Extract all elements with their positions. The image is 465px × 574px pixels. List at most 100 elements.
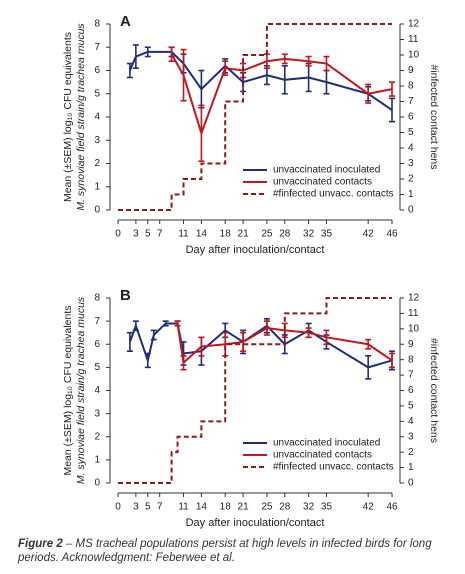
x-tick-label: 5	[145, 502, 151, 513]
x-tick-label: 25	[261, 229, 273, 240]
x-tick-label: 0	[115, 229, 121, 240]
y2-tick-label: 2	[408, 174, 414, 185]
error-bar	[198, 69, 205, 109]
y-axis-label: M. synoviae field strain/g trachea mucus	[75, 23, 87, 211]
x-tick-label: 18	[220, 229, 232, 240]
y-tick-label: 4	[94, 385, 100, 396]
y2-axis-label: #infected contact hens	[428, 338, 440, 443]
error-bar	[150, 329, 157, 341]
y2-tick-label: 7	[408, 96, 414, 107]
error-bar	[305, 55, 312, 67]
caption: Figure 2 – MS tracheal populations persi…	[18, 537, 458, 565]
error-bar	[365, 338, 372, 350]
y2-tick-label: 12	[408, 19, 420, 30]
y2-tick-label: 5	[408, 127, 414, 138]
caption-text: – MS tracheal populations persist at hig…	[18, 538, 432, 564]
y-tick-label: 0	[94, 205, 100, 216]
error-bar	[198, 104, 205, 162]
x-axis-label: Day after inoculation/contact	[186, 517, 325, 529]
error-bar	[144, 352, 151, 369]
error-bar	[365, 83, 372, 104]
y2-tick-label: 3	[408, 158, 414, 169]
x-tick-label: 11	[178, 229, 189, 240]
x-tick-label: 3	[133, 502, 139, 513]
error-bar	[305, 327, 312, 339]
y2-tick-label: 11	[408, 34, 419, 45]
error-bar	[126, 62, 133, 79]
y2-tick-label: 12	[408, 293, 420, 304]
y2-tick-label: 4	[408, 143, 414, 154]
y-axis-label: M. synoviae field strain/g trachea mucus	[75, 296, 87, 484]
y-tick-label: 6	[94, 339, 100, 350]
y-axis-label: Mean (±SEM) log₁₀ CFU equivalents	[62, 32, 74, 202]
x-tick-label: 18	[220, 502, 232, 513]
x-tick-label: 32	[303, 229, 315, 240]
y-tick-label: 8	[94, 293, 100, 304]
legend-label: #finfected unvacc. contacts	[273, 189, 394, 200]
legend-label: unvaccinated contacts	[273, 450, 372, 461]
x-tick-label: 21	[238, 229, 250, 240]
x-tick-label: 35	[321, 229, 333, 240]
error-bar	[389, 352, 395, 369]
error-bar	[198, 336, 205, 357]
y2-tick-label: 8	[408, 354, 414, 365]
error-bar	[180, 355, 187, 371]
x-axis-label: Day after inoculation/contact	[186, 244, 325, 256]
y-tick-label: 1	[94, 181, 100, 192]
error-bar	[168, 46, 175, 63]
error-bar	[174, 320, 181, 327]
x-tick-label: 42	[363, 502, 375, 513]
x-tick-label: 5	[145, 229, 151, 240]
x-tick-label: 21	[238, 502, 250, 513]
error-bar	[132, 320, 139, 332]
x-tick-label: 46	[386, 229, 398, 240]
y2-tick-label: 0	[408, 478, 414, 489]
y-tick-label: 0	[94, 478, 100, 489]
series-line	[118, 297, 392, 484]
error-bar	[240, 331, 247, 352]
y-tick-label: 2	[94, 158, 100, 169]
y-tick-label: 5	[94, 362, 100, 373]
panel-title: A	[120, 13, 131, 30]
legend-label: unvaccinated contacts	[273, 177, 372, 188]
caption-label: Figure 2	[18, 538, 63, 550]
y2-tick-label: 1	[408, 189, 414, 200]
x-tick-label: 28	[279, 502, 291, 513]
error-bar	[180, 48, 187, 102]
error-bar	[222, 60, 229, 76]
y2-tick-label: 3	[408, 431, 414, 442]
error-bar	[281, 65, 288, 95]
y2-tick-label: 6	[408, 385, 414, 396]
y2-tick-label: 8	[408, 81, 414, 92]
y2-tick-label: 4	[408, 416, 414, 427]
y2-tick-label: 5	[408, 401, 414, 412]
legend-label: unvaccinated inoculated	[273, 438, 380, 449]
y-tick-label: 6	[94, 65, 100, 76]
x-tick-label: 7	[157, 229, 163, 240]
x-tick-label: 28	[279, 229, 291, 240]
x-tick-label: 46	[386, 502, 398, 513]
y-tick-label: 2	[94, 431, 100, 442]
x-tick-label: 11	[178, 502, 189, 513]
error-bar	[126, 331, 133, 352]
y-tick-label: 7	[94, 316, 100, 327]
x-tick-label: 14	[196, 502, 208, 513]
y2-tick-label: 2	[408, 447, 414, 458]
error-bar	[144, 46, 151, 58]
x-tick-label: 25	[261, 502, 273, 513]
error-bar	[365, 355, 372, 380]
y2-tick-label: 9	[408, 65, 414, 76]
error-bar	[281, 53, 288, 65]
y-tick-label: 3	[94, 408, 100, 419]
y2-axis-label: #infected contact hens	[428, 64, 440, 169]
legend-label: unvaccinated inoculated	[273, 165, 380, 176]
x-tick-label: 32	[303, 502, 315, 513]
error-bar	[323, 329, 330, 346]
error-bar	[162, 320, 169, 327]
panel-title: B	[120, 287, 131, 304]
y2-tick-label: 9	[408, 339, 414, 350]
x-tick-label: 7	[157, 502, 163, 513]
y-tick-label: 5	[94, 88, 100, 99]
